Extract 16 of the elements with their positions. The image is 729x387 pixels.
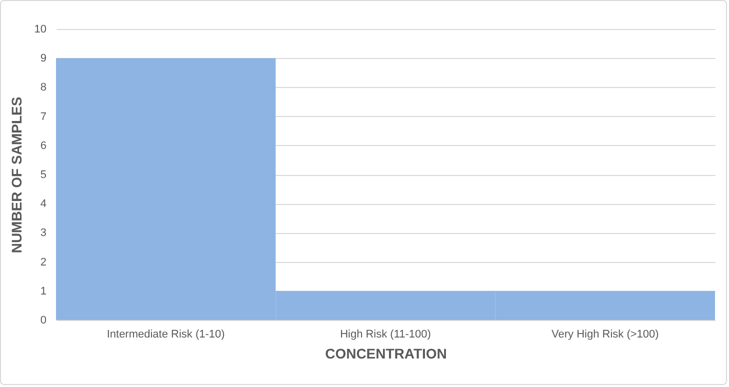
x-axis-title: CONCENTRATION <box>325 346 447 362</box>
y-tick-label: 5 <box>40 169 46 181</box>
y-tick-label: 9 <box>40 52 46 65</box>
x-tick-label: Intermediate Risk (1-10) <box>106 328 225 340</box>
y-tick-label: 2 <box>40 256 46 268</box>
y-tick-label: 1 <box>40 285 46 298</box>
y-tick-label: 4 <box>40 198 46 210</box>
y-tick-label: 8 <box>40 82 46 94</box>
y-tick-label: 7 <box>40 110 46 123</box>
x-tick-label: Very High Risk (>100) <box>552 328 659 340</box>
y-tick-label: 6 <box>40 140 46 152</box>
y-tick-label: 3 <box>40 227 46 240</box>
y-axis-title: NUMBER OF SAMPLES <box>8 96 24 254</box>
x-tick-label: High Risk (11-100) <box>340 328 431 340</box>
y-tick-label: 0 <box>40 314 46 326</box>
y-tick-label: 10 <box>34 24 46 36</box>
